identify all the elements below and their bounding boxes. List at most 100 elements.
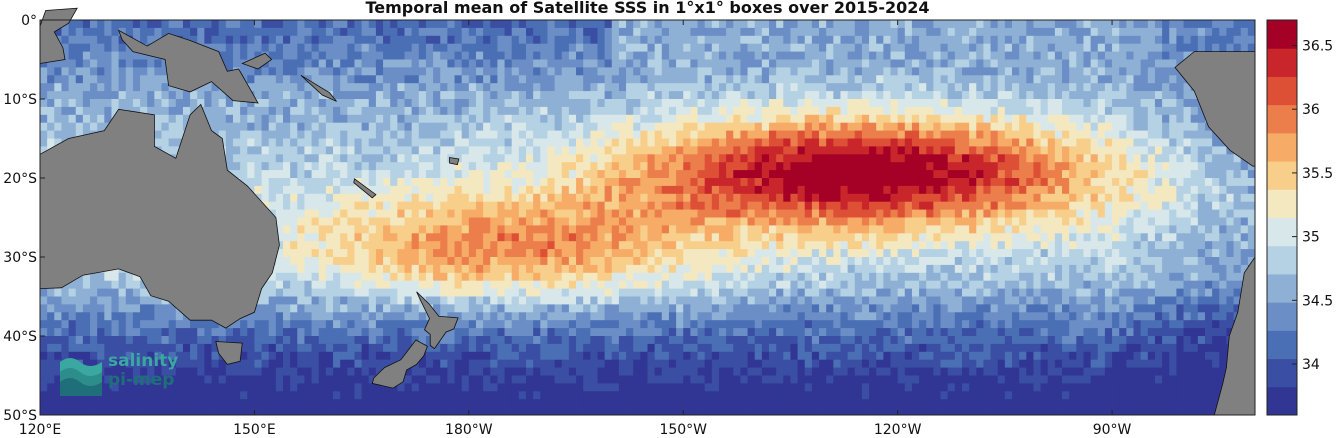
heat-cell [747,138,756,147]
heat-cell [876,178,884,187]
heat-cell [397,225,405,234]
heat-cell [340,43,348,52]
heat-cell [118,75,127,84]
heat-cell [1126,130,1134,139]
heat-cell [1047,162,1056,171]
heat-cell [154,106,162,116]
heat-cell [654,138,663,147]
heat-cell [397,91,405,100]
heat-cell [1040,130,1049,139]
heat-cell [268,170,277,179]
heat-cell [854,201,863,210]
heat-cell [1226,217,1234,226]
heat-cell [869,51,877,60]
heat-cell [390,170,398,179]
heat-cell [511,122,520,131]
heat-cell [1162,114,1170,124]
heat-cell [454,225,463,234]
heat-cell [940,27,949,37]
heat-cell [561,178,570,187]
heat-cell [876,130,884,139]
heat-cell [483,83,491,92]
heat-cell [554,91,563,100]
heat-cell [1047,241,1056,250]
heat-cell [661,138,670,147]
heat-cell [804,114,813,124]
heat-cell [976,67,984,76]
heat-cell [919,99,927,108]
heat-cell [690,209,698,218]
heat-cell [897,43,906,52]
heat-cell [497,162,505,171]
heat-cell [604,106,613,116]
heat-cell [1162,27,1170,37]
heat-cell [890,162,899,171]
heat-cell [1133,20,1142,29]
heat-cell [1119,122,1127,131]
heat-cell [940,146,949,155]
heat-cell [1197,146,1206,155]
heat-cell [976,217,984,226]
heat-cell [1062,43,1070,52]
heat-cell [304,193,312,203]
heat-cell [40,67,48,76]
heat-cell [397,201,405,210]
heat-cell [1047,99,1056,108]
heat-cell [497,241,505,250]
heat-cell [697,75,706,84]
heat-cell [668,35,677,45]
heat-cell [1240,185,1249,195]
heat-cell [754,130,763,139]
heat-cell [647,193,656,203]
heat-cell [433,43,441,52]
heat-cell [783,217,791,226]
heat-cell [475,130,484,139]
heat-cell [447,122,455,131]
heat-cell [933,67,941,76]
heat-cell [990,193,999,203]
heat-cell [275,138,284,147]
heat-cell [804,138,813,147]
heat-cell [583,83,591,92]
heat-cell [826,27,834,37]
heat-cell [654,59,663,68]
heat-cell [1004,201,1013,210]
heat-cell [1204,130,1213,139]
heat-cell [232,99,241,108]
heat-cell [290,162,298,171]
heat-cell [783,138,791,147]
heat-cell [597,20,606,29]
heat-cell [247,138,255,147]
heat-cell [954,201,963,210]
heat-cell [1090,99,1099,108]
heat-cell [861,209,870,218]
heat-cell [1183,201,1192,210]
heat-cell [790,217,798,226]
heat-cell [475,146,484,155]
heat-cell [1019,154,1027,163]
heat-cell [340,75,348,84]
heat-cell [404,185,413,195]
heat-cell [676,185,684,195]
heat-cell [511,154,520,163]
heat-cell [383,27,391,37]
heat-cell [583,241,591,250]
heat-cell [475,67,484,76]
heat-cell [1197,27,1206,37]
heat-cell [361,91,370,100]
heat-cell [740,225,748,234]
heat-cell [347,217,355,226]
heat-cell [1076,193,1084,203]
heat-cell [1190,201,1199,210]
heat-cell [261,170,270,179]
heat-cell [504,249,513,258]
heat-cell [711,217,720,226]
heat-cell [568,20,577,29]
heat-cell [618,193,627,203]
heat-cell [790,67,798,76]
heat-cell [397,99,405,108]
heat-cell [683,217,691,226]
heat-cell [390,201,398,210]
heat-cell [1033,99,1041,108]
heat-cell [1176,83,1184,92]
